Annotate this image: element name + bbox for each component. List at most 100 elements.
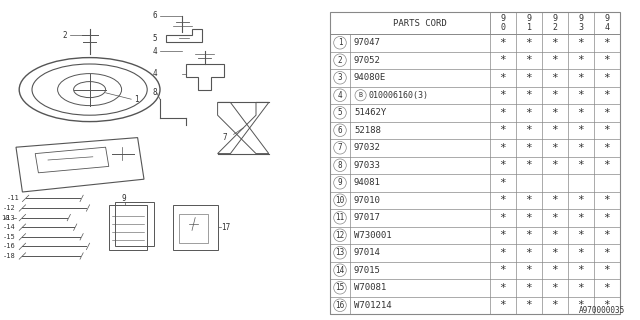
Text: *: *	[604, 213, 611, 223]
Text: 5: 5	[152, 34, 157, 43]
Text: *: *	[552, 55, 558, 65]
Text: 9: 9	[338, 178, 342, 187]
Text: *: *	[578, 248, 584, 258]
Text: 12: 12	[335, 231, 344, 240]
Text: 6: 6	[152, 12, 157, 20]
Text: *: *	[552, 248, 558, 258]
Text: *: *	[525, 90, 532, 100]
Text: *: *	[525, 55, 532, 65]
Text: 8: 8	[152, 88, 157, 97]
Text: *: *	[552, 300, 558, 310]
Text: *: *	[604, 283, 611, 293]
Text: *: *	[604, 108, 611, 118]
Text: *: *	[525, 213, 532, 223]
Text: *: *	[500, 90, 506, 100]
Text: 97052: 97052	[354, 56, 381, 65]
Text: 4: 4	[338, 91, 342, 100]
Text: 7: 7	[223, 133, 227, 142]
Text: *: *	[604, 300, 611, 310]
Text: 14: 14	[335, 266, 344, 275]
Text: *: *	[604, 143, 611, 153]
Text: W701214: W701214	[354, 301, 392, 310]
Text: *: *	[525, 230, 532, 240]
Text: W730001: W730001	[354, 231, 392, 240]
Text: *: *	[500, 230, 506, 240]
Text: 4: 4	[605, 23, 609, 32]
Text: *: *	[525, 248, 532, 258]
Text: *: *	[500, 55, 506, 65]
Text: 9: 9	[122, 194, 126, 203]
Text: 1: 1	[338, 38, 342, 47]
Text: *: *	[604, 90, 611, 100]
Text: *: *	[604, 38, 611, 48]
Text: *: *	[525, 283, 532, 293]
Text: 2: 2	[63, 31, 67, 40]
Text: *: *	[578, 125, 584, 135]
Text: -18: -18	[3, 253, 16, 259]
Text: *: *	[500, 213, 506, 223]
Text: A970000035: A970000035	[579, 306, 625, 315]
Text: *: *	[500, 283, 506, 293]
Text: 97017: 97017	[354, 213, 381, 222]
Text: *: *	[552, 195, 558, 205]
Text: 10: 10	[1, 215, 10, 220]
Text: *: *	[500, 73, 506, 83]
Text: -13: -13	[3, 215, 16, 220]
Text: *: *	[500, 178, 506, 188]
Text: *: *	[500, 125, 506, 135]
Text: *: *	[578, 143, 584, 153]
Text: *: *	[578, 195, 584, 205]
Text: *: *	[604, 55, 611, 65]
Text: 10: 10	[335, 196, 344, 205]
Text: *: *	[578, 300, 584, 310]
Text: 97047: 97047	[354, 38, 381, 47]
Text: *: *	[578, 90, 584, 100]
Text: *: *	[552, 160, 558, 170]
Text: 9: 9	[579, 14, 584, 23]
Text: *: *	[500, 108, 506, 118]
Text: *: *	[500, 38, 506, 48]
Text: *: *	[525, 38, 532, 48]
Text: 1: 1	[527, 23, 531, 32]
Text: 6: 6	[338, 126, 342, 135]
Text: *: *	[525, 143, 532, 153]
Text: 9: 9	[552, 14, 557, 23]
Text: 15: 15	[335, 283, 344, 292]
Text: *: *	[500, 265, 506, 275]
Text: *: *	[552, 213, 558, 223]
Text: 97033: 97033	[354, 161, 381, 170]
Text: *: *	[525, 195, 532, 205]
Text: 52188: 52188	[354, 126, 381, 135]
Text: *: *	[604, 230, 611, 240]
Text: *: *	[525, 108, 532, 118]
Text: 8: 8	[338, 161, 342, 170]
Text: 0: 0	[500, 23, 506, 32]
Text: -16: -16	[3, 244, 16, 249]
Text: *: *	[578, 213, 584, 223]
Text: 13: 13	[335, 248, 344, 257]
Text: 97014: 97014	[354, 248, 381, 257]
Text: *: *	[578, 38, 584, 48]
Text: -12: -12	[3, 205, 16, 211]
Text: *: *	[552, 73, 558, 83]
Text: *: *	[604, 265, 611, 275]
Text: *: *	[525, 300, 532, 310]
Text: *: *	[525, 125, 532, 135]
Text: 010006160(3): 010006160(3)	[368, 91, 428, 100]
Text: *: *	[604, 125, 611, 135]
Text: 1: 1	[134, 95, 139, 104]
Text: *: *	[552, 230, 558, 240]
Text: *: *	[500, 248, 506, 258]
Text: *: *	[578, 160, 584, 170]
Text: *: *	[500, 195, 506, 205]
Text: *: *	[578, 230, 584, 240]
Text: 3: 3	[579, 23, 584, 32]
Text: 9: 9	[500, 14, 506, 23]
Text: *: *	[525, 73, 532, 83]
Text: *: *	[552, 283, 558, 293]
Text: 3: 3	[338, 73, 342, 82]
Text: 4: 4	[152, 69, 157, 78]
Text: 11: 11	[335, 213, 344, 222]
Text: *: *	[552, 90, 558, 100]
Text: *: *	[525, 160, 532, 170]
